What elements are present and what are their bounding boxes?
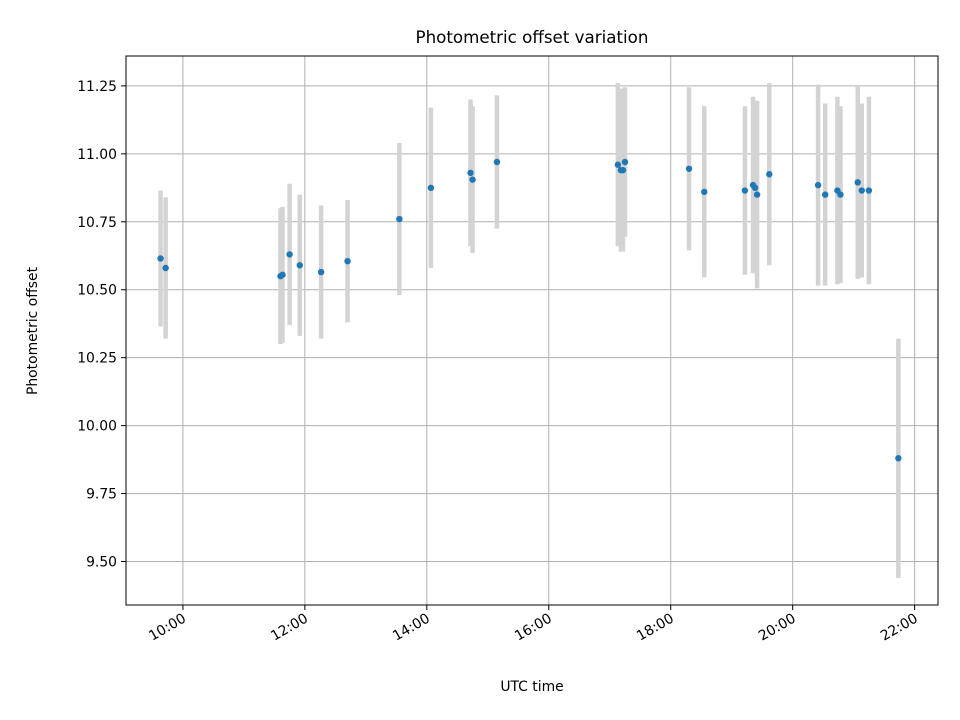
data-point — [619, 166, 627, 174]
data-point — [344, 257, 351, 265]
data-point — [469, 176, 476, 183]
data-point — [837, 191, 844, 198]
y-tick-label: 11.00 — [77, 147, 117, 163]
point-layer — [157, 158, 902, 462]
data-point — [157, 255, 164, 262]
y-tick-label: 10.75 — [77, 215, 117, 231]
data-point — [753, 191, 761, 198]
data-point — [751, 184, 759, 192]
data-point — [814, 181, 822, 189]
data-point — [766, 171, 773, 178]
data-point — [286, 251, 293, 258]
data-point — [865, 187, 873, 194]
y-axis-ticks: 9.50 9.75 10.00 10.25 10.50 10.75 11.00 11.25 — [77, 79, 126, 571]
y-tick-label: 9.75 — [86, 487, 117, 503]
data-point — [821, 191, 829, 198]
y-tick-label: 10.25 — [77, 351, 117, 367]
data-point — [427, 184, 435, 192]
data-point — [162, 264, 169, 272]
axes-frame — [125, 55, 939, 606]
data-point — [296, 262, 303, 269]
data-point — [858, 187, 865, 194]
y-axis-label: Photometric offset — [25, 266, 41, 395]
data-point — [621, 158, 629, 166]
y-tick-label: 9.50 — [86, 555, 117, 571]
data-point — [741, 187, 749, 194]
data-point — [396, 215, 403, 223]
chart-title: Photometric offset variation — [416, 27, 649, 47]
data-point — [493, 158, 501, 166]
data-point — [854, 179, 861, 186]
data-point — [279, 271, 286, 278]
grid — [126, 56, 938, 605]
data-point — [317, 268, 325, 276]
x-axis-label: UTC time — [500, 679, 563, 695]
y-tick-label: 10.00 — [77, 419, 117, 435]
data-point — [467, 169, 474, 177]
data-point — [701, 188, 708, 196]
data-point — [685, 165, 693, 172]
y-tick-label: 10.50 — [77, 283, 117, 299]
data-point — [895, 455, 902, 462]
y-tick-label: 11.25 — [77, 79, 117, 95]
data-point — [614, 161, 622, 168]
